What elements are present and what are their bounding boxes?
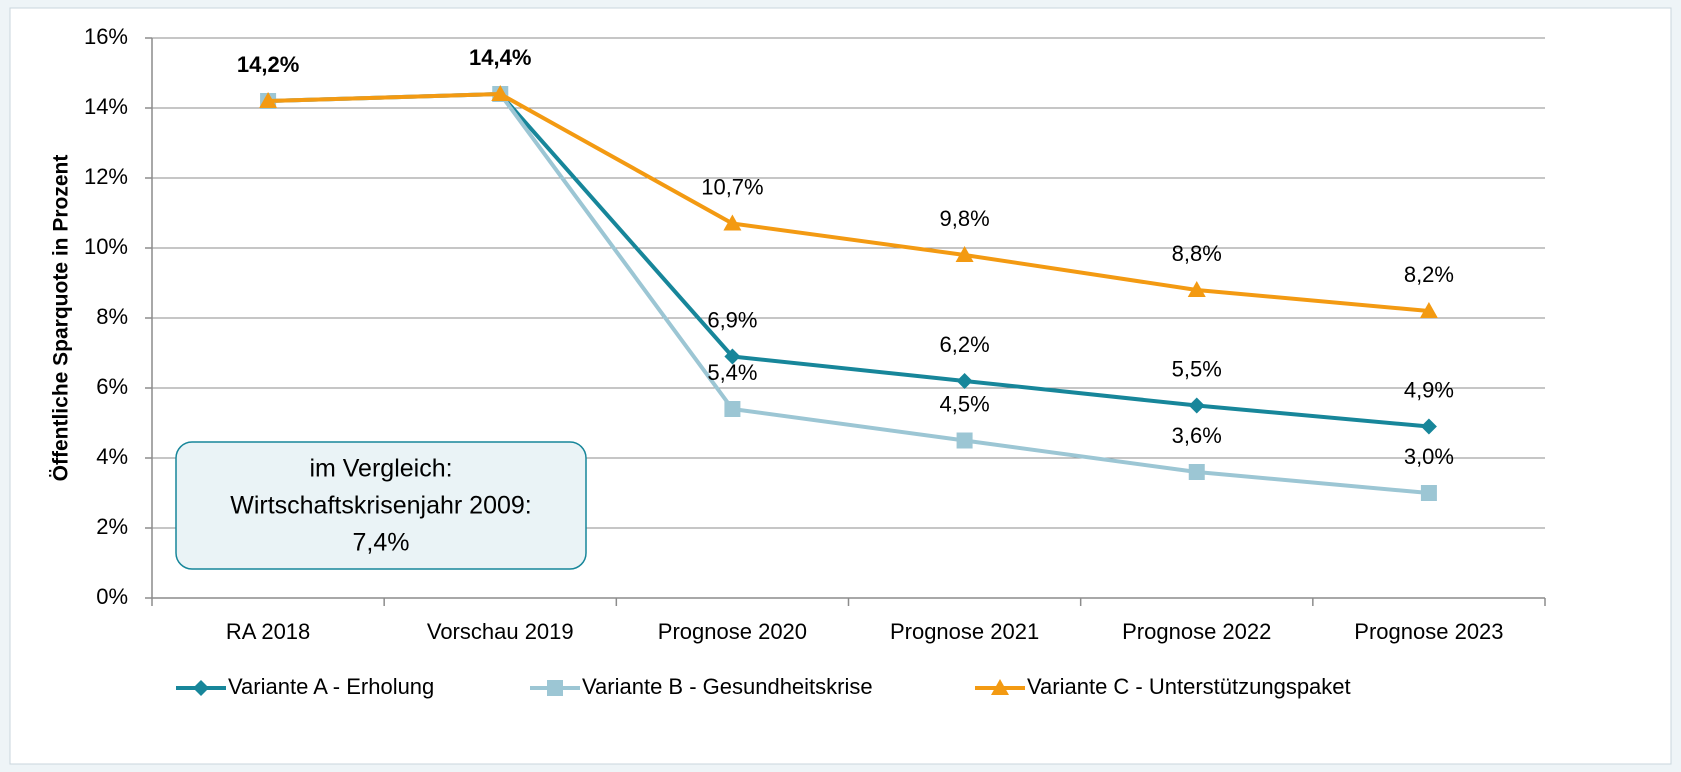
y-tick-label: 10% [84,234,128,259]
annotation-text: Wirtschaftskrisenjahr 2009: [230,492,532,520]
data-point [723,214,742,231]
data-point [724,401,741,417]
series-line [268,92,1430,313]
y-tick-label: 8% [96,304,128,329]
data-label: 14,2% [237,52,299,77]
y-tick-label: 14% [84,94,128,119]
data-label: 10,7% [701,174,763,199]
data-label: 3,6% [1172,423,1222,448]
legend-marker [547,680,563,696]
data-label: 8,8% [1172,241,1222,266]
data-label: 6,2% [940,332,990,357]
legend-label: Variante B - Gesundheitskrise [582,674,873,699]
y-axis-label: Öffentliche Sparquote in Prozent [50,155,73,482]
data-label: 6,9% [707,307,757,332]
x-tick-label: Prognose 2022 [1122,619,1271,644]
data-label: 5,5% [1172,356,1222,381]
y-tick-label: 0% [96,584,128,609]
legend-marker [991,679,1009,695]
data-point [1188,464,1205,480]
x-tick-label: Prognose 2021 [890,619,1039,644]
data-point [956,373,973,389]
data-label: 8,2% [1404,262,1454,287]
data-point [1420,485,1437,501]
data-label: 3,0% [1404,444,1454,469]
data-label: 9,8% [940,206,990,231]
x-tick-label: Prognose 2023 [1354,619,1503,644]
y-tick-label: 16% [84,24,128,49]
data-point [1420,418,1437,435]
data-point [259,92,278,108]
legend-label: Variante A - Erholung [228,674,434,699]
x-tick-label: Vorschau 2019 [427,619,574,644]
data-label: 5,4% [707,360,757,385]
data-point [1187,281,1206,297]
data-point [1188,397,1205,414]
y-tick-label: 2% [96,514,128,539]
data-point [955,246,974,262]
legend-marker [193,680,209,696]
x-tick-label: Prognose 2020 [658,619,807,644]
y-tick-label: 12% [84,164,128,189]
data-point [1419,302,1438,318]
data-label: 4,9% [1404,377,1454,402]
annotation-text: im Vergleich: [309,455,452,483]
data-point [724,348,741,365]
data-point [491,85,510,101]
legend-label: Variante C - Unterstützungspaket [1027,674,1351,699]
data-label: 14,4% [469,45,531,70]
x-tick-label: RA 2018 [226,619,310,644]
annotation-text: 7,4% [353,529,410,557]
y-tick-label: 4% [96,444,128,469]
y-tick-label: 6% [96,374,128,399]
data-label: 4,5% [940,391,990,416]
annotation-box [175,441,587,570]
chart-background [9,7,1672,765]
data-point [956,432,973,449]
